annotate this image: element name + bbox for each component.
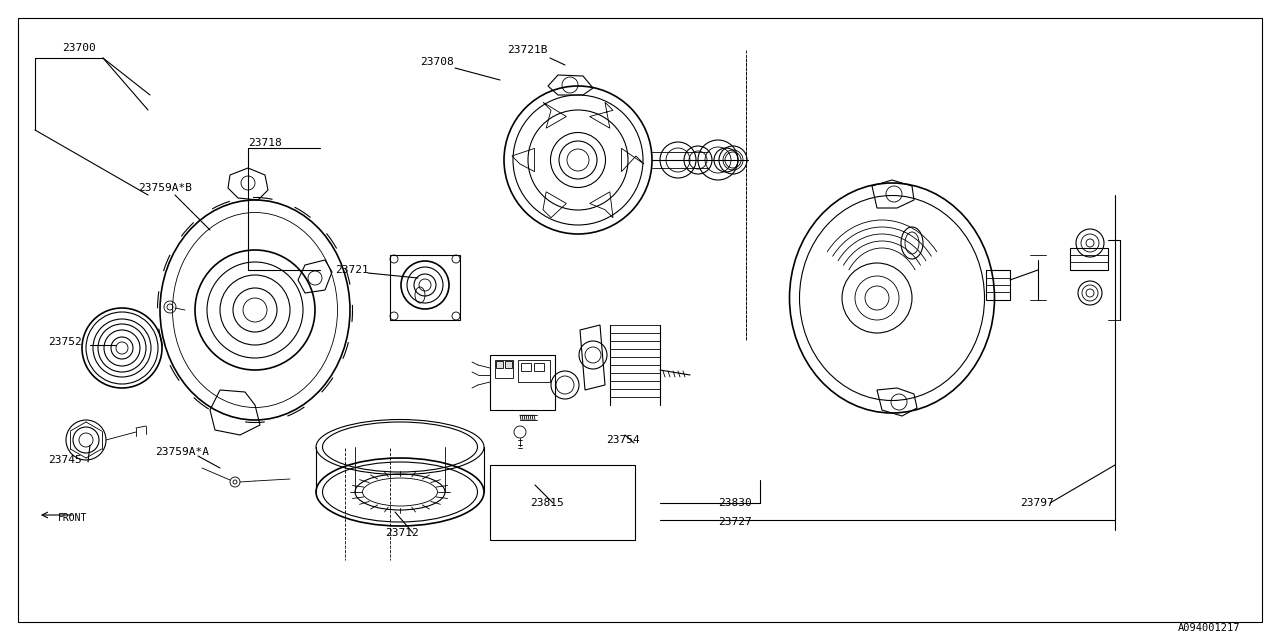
- Bar: [490, 355, 556, 410]
- Bar: [506, 361, 512, 368]
- Text: 23745: 23745: [49, 455, 82, 465]
- Text: 23718: 23718: [248, 138, 282, 148]
- Text: A094001217: A094001217: [1178, 623, 1240, 633]
- Bar: [534, 363, 544, 371]
- Text: 23712: 23712: [385, 528, 419, 538]
- Text: 23797: 23797: [1020, 498, 1053, 508]
- Bar: [497, 361, 503, 368]
- Text: 23759A*B: 23759A*B: [138, 183, 192, 193]
- Text: 23752: 23752: [49, 337, 82, 347]
- Text: 23727: 23727: [718, 517, 751, 527]
- Bar: [521, 363, 531, 371]
- Text: 23700: 23700: [61, 43, 96, 53]
- Bar: [490, 465, 635, 540]
- Text: 23815: 23815: [530, 498, 563, 508]
- Bar: [986, 270, 1010, 300]
- Bar: [495, 360, 513, 378]
- Bar: [390, 255, 460, 320]
- Text: 23721B: 23721B: [507, 45, 548, 55]
- Bar: [518, 360, 550, 382]
- Text: 23830: 23830: [718, 498, 751, 508]
- Text: FRONT: FRONT: [58, 513, 87, 523]
- Text: 23759A*A: 23759A*A: [155, 447, 209, 457]
- Text: 23708: 23708: [420, 57, 453, 67]
- Text: 23721: 23721: [335, 265, 369, 275]
- Text: 23754: 23754: [605, 435, 640, 445]
- Bar: [1070, 248, 1108, 270]
